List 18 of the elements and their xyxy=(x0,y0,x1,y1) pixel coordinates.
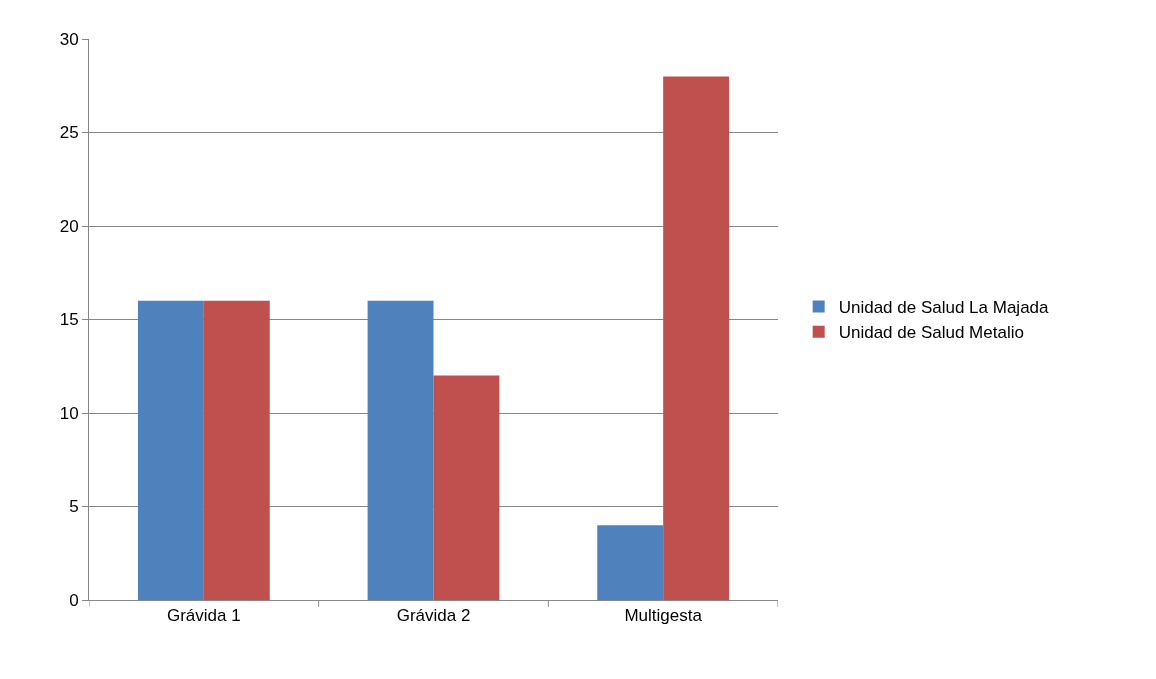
legend-label: Unidad de Salud La Majada xyxy=(838,298,1050,318)
y-tick-label: 20 xyxy=(59,216,79,236)
x-tick-label: Multigesta xyxy=(624,606,703,626)
y-tick-label: 30 xyxy=(59,29,79,49)
y-tick-label: 0 xyxy=(69,590,79,610)
y-tick-label: 15 xyxy=(59,310,79,330)
y-tick-label: 5 xyxy=(69,497,79,517)
bar xyxy=(433,375,500,600)
bar xyxy=(367,300,434,600)
bar xyxy=(137,300,204,600)
bar xyxy=(203,300,270,600)
bar xyxy=(663,76,730,600)
legend-label: Unidad de Salud Metalio xyxy=(838,323,1024,343)
x-tick-label: Grávida 2 xyxy=(396,606,471,626)
y-tick-label: 25 xyxy=(59,123,79,143)
x-tick-label: Grávida 1 xyxy=(166,606,241,626)
y-tick-label: 10 xyxy=(59,403,79,423)
bar xyxy=(597,525,664,600)
